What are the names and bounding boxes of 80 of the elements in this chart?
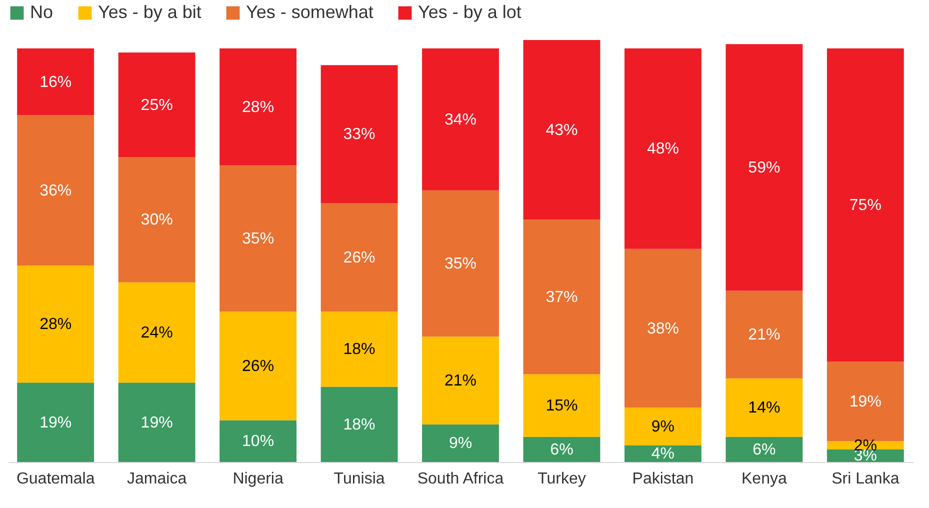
bar xyxy=(726,436,803,462)
data-label: 6% xyxy=(752,441,776,458)
bar xyxy=(320,312,398,387)
x-tick-label: Jamaica xyxy=(127,470,187,488)
data-label: 35% xyxy=(444,256,477,273)
data-label: 18% xyxy=(343,416,376,434)
bar xyxy=(118,156,196,282)
bar xyxy=(220,48,297,166)
data-label: 37% xyxy=(546,288,578,306)
x-tick-label: Turkey xyxy=(538,470,586,488)
data-label: 28% xyxy=(40,316,72,334)
data-label: 33% xyxy=(343,126,376,144)
bar xyxy=(726,44,803,291)
bar xyxy=(320,65,398,203)
bar xyxy=(220,165,297,312)
bar xyxy=(220,420,297,462)
x-tick-label: Nigeria xyxy=(232,470,284,488)
bar xyxy=(826,48,904,362)
bar xyxy=(624,48,702,249)
data-label: 19% xyxy=(40,414,72,432)
data-label: 19% xyxy=(140,414,173,432)
x-tick-label: South Africa xyxy=(417,470,504,488)
bar xyxy=(726,378,803,437)
bar xyxy=(624,408,702,446)
data-label: 19% xyxy=(849,393,882,410)
data-label: 18% xyxy=(343,341,376,358)
x-tick-label: Sri Lanka xyxy=(832,470,900,488)
data-label: 14% xyxy=(748,400,780,417)
bar xyxy=(523,40,600,220)
bar xyxy=(17,266,94,383)
bar xyxy=(422,336,499,424)
x-tick-label: Pakistan xyxy=(632,470,694,488)
legend-label: Yes - by a lot xyxy=(418,2,522,22)
data-label: 26% xyxy=(343,249,376,266)
bar xyxy=(118,52,196,157)
data-label: 59% xyxy=(748,159,780,176)
data-label: 34% xyxy=(444,111,477,128)
bar xyxy=(118,282,196,383)
data-label: 43% xyxy=(546,122,578,139)
data-label: 21% xyxy=(748,326,780,344)
data-label: 30% xyxy=(140,212,173,229)
data-label: 26% xyxy=(242,358,274,375)
bar xyxy=(422,48,499,190)
legend-label: No xyxy=(30,2,54,22)
data-label: 35% xyxy=(242,230,274,248)
bar xyxy=(523,436,600,462)
data-label: 48% xyxy=(646,140,679,158)
bar xyxy=(523,374,600,437)
data-label: 15% xyxy=(546,398,578,415)
data-label: 16% xyxy=(40,74,72,91)
x-tick-label: Kenya xyxy=(742,470,787,488)
bar xyxy=(118,382,196,462)
data-label: 28% xyxy=(242,98,274,116)
bar xyxy=(320,386,398,462)
bar xyxy=(624,445,702,462)
data-label: 10% xyxy=(242,433,274,450)
data-label: 9% xyxy=(651,418,675,436)
legend-label: Yes - by a bit xyxy=(98,2,202,22)
bar xyxy=(17,48,94,116)
bar xyxy=(17,115,94,266)
x-tick-label: Guatemala xyxy=(16,470,95,488)
data-label: 36% xyxy=(40,182,72,200)
bar xyxy=(320,202,398,312)
bar xyxy=(624,248,702,408)
x-tick-label: Tunisia xyxy=(334,470,385,488)
bar xyxy=(523,220,600,374)
bar xyxy=(220,312,297,420)
data-label: 21% xyxy=(444,372,477,390)
bar xyxy=(17,382,94,462)
data-label: 4% xyxy=(651,446,675,463)
data-label: 9% xyxy=(448,435,472,452)
data-label: 38% xyxy=(646,320,679,338)
bar xyxy=(422,424,499,462)
data-label: 75% xyxy=(849,197,882,214)
data-label: 6% xyxy=(550,441,574,458)
legend-label: Yes - somewhat xyxy=(246,2,374,22)
data-label: 24% xyxy=(140,324,173,342)
data-label: 25% xyxy=(140,96,173,114)
bar xyxy=(422,190,499,337)
bar xyxy=(726,290,803,378)
